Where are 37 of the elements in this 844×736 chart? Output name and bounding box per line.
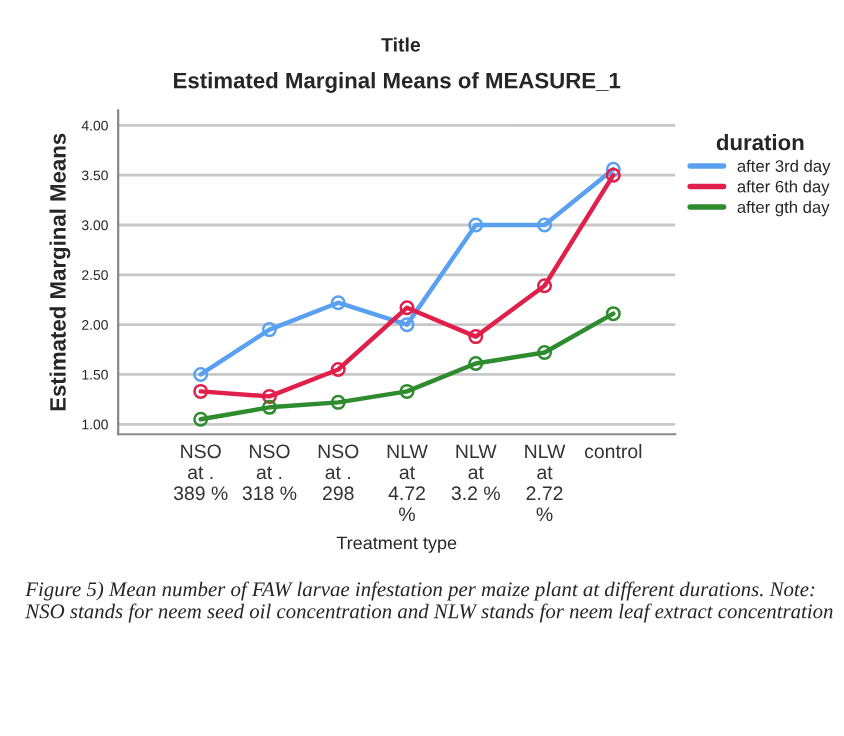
point [605,306,621,322]
point [330,361,346,377]
point [261,322,277,338]
x-tick-label: control [584,443,642,459]
legend-label: after gth day [737,200,830,217]
chart-subtitle: Title [381,37,421,52]
x-tick-label: NLW at 4.72 % [387,444,428,521]
caption: Figure 5) Mean number of FAW larvae infestation per maize plant at different durations. Note: NSO stands for neem seed oil concentration and NLW stands for neem leaf extract concentration [25,581,833,623]
point [399,317,415,333]
point [537,345,553,361]
point [468,217,484,233]
point [399,383,415,399]
legend-label: after 6th day [737,180,830,196]
legend-title: duration [716,134,804,151]
point [330,394,346,410]
point [193,411,209,427]
point [468,329,484,345]
point [605,161,621,177]
x-axis-title: Treatment type [336,536,457,553]
point [399,300,415,316]
y-axis-title: Estimated Marginal Means [49,133,71,411]
x-tick-label: NSO at . 298 [318,444,359,501]
x-tick-label: NSO at . 318 % [242,444,297,501]
point [468,355,484,371]
x-tick-label: NLW at 2.72 % [525,444,566,521]
point [193,383,209,399]
point [193,366,209,382]
point [261,399,277,415]
chart-title: Estimated Marginal Means of MEASURE_1 [174,72,621,93]
point [537,278,553,294]
point [537,217,553,233]
point [330,295,346,311]
x-tick-label: NSO at . 389 % [173,444,228,501]
point [605,167,621,183]
legend-label: after 3rd day [737,159,831,176]
point [261,388,277,404]
x-tick-label: NLW at 3.2 % [451,444,500,501]
